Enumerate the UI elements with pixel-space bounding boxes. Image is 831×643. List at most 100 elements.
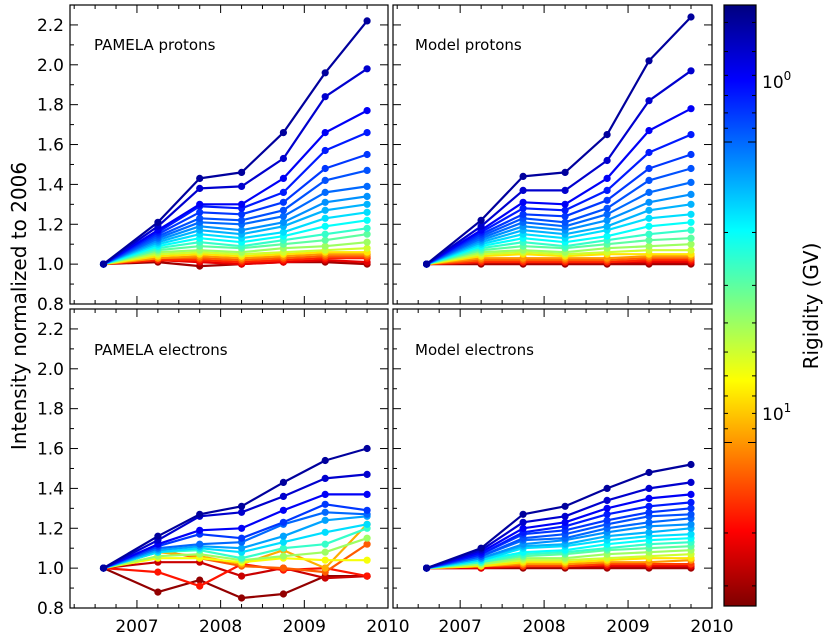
y-axis-label: Intensity normalized to 2006 (7, 162, 31, 450)
data-point (519, 186, 527, 194)
panel-frame (392, 4, 713, 305)
series (99, 17, 371, 268)
data-point (603, 216, 611, 224)
y-tick-label: 1.4 (37, 175, 64, 195)
panel-title: Model protons (415, 36, 522, 54)
data-point (321, 242, 329, 250)
tick-layer: 0.8 1.0 1.2 1.4 1.6 1.8 2.0 2.2 2007 2008 2009 2010 (37, 309, 410, 637)
data-point (687, 226, 695, 234)
data-point (321, 490, 329, 499)
y-tick-label: 1.2 (37, 519, 64, 539)
data-point (687, 478, 695, 487)
data-point (603, 131, 611, 139)
data-point (363, 208, 371, 216)
data-point (645, 502, 653, 510)
data-point (238, 572, 246, 580)
data-point (279, 492, 288, 501)
data-point (279, 478, 288, 487)
panel-title: PAMELA electrons (94, 341, 228, 359)
data-point (561, 200, 569, 208)
data-point (519, 210, 527, 218)
data-point (363, 244, 371, 252)
data-point (519, 518, 527, 526)
y-tick-label: 2.0 (37, 56, 64, 76)
data-point (645, 148, 653, 157)
data-point (279, 532, 288, 540)
data-point (687, 190, 695, 198)
series (99, 444, 371, 572)
data-point (561, 212, 569, 220)
data-point (154, 532, 162, 540)
data-point (603, 516, 611, 524)
data-point (645, 494, 653, 503)
data-point (687, 246, 695, 254)
data-point (238, 216, 246, 224)
data-point (645, 508, 653, 516)
data-point (645, 164, 653, 173)
data-point (196, 208, 204, 216)
y-tick-label: 1.2 (37, 215, 64, 235)
data-point (645, 57, 653, 65)
data-point (99, 564, 108, 572)
series-layer (423, 460, 695, 572)
data-point (279, 590, 288, 598)
data-point (519, 510, 527, 518)
data-point (519, 204, 527, 212)
data-point (687, 67, 695, 75)
data-point (603, 232, 611, 240)
data-point (603, 196, 611, 204)
data-point (321, 206, 329, 214)
data-point (154, 588, 162, 596)
data-point (321, 574, 329, 582)
data-point (196, 200, 204, 208)
x-tick-label: 2007 (115, 617, 158, 637)
data-point (645, 222, 653, 230)
data-point (645, 528, 653, 536)
data-point (687, 13, 695, 21)
data-point (687, 218, 695, 226)
data-point (321, 500, 329, 508)
data-point (363, 224, 371, 232)
data-point (603, 504, 611, 512)
data-point (196, 526, 204, 534)
data-point (238, 210, 246, 218)
data-point (196, 540, 204, 548)
data-point (321, 556, 329, 564)
data-point (238, 182, 246, 190)
y-tick-label: 0.8 (37, 295, 64, 315)
data-point (196, 184, 204, 192)
x-tick-label: 2009 (283, 617, 326, 637)
series-layer (99, 444, 371, 602)
data-point (321, 564, 329, 572)
data-point (561, 186, 569, 194)
colorbar-frame (723, 4, 757, 607)
data-point (645, 230, 653, 238)
data-point (321, 176, 329, 184)
data-point (363, 540, 371, 548)
data-point (363, 192, 371, 200)
data-point (279, 174, 288, 182)
data-point (363, 520, 371, 528)
data-point (687, 210, 695, 218)
data-point (645, 127, 653, 135)
data-point (196, 214, 204, 222)
data-point (363, 200, 371, 208)
y-tick-label: 2.2 (37, 16, 64, 36)
data-point (154, 568, 162, 576)
data-point (279, 129, 288, 137)
data-point (321, 69, 329, 77)
tick-layer (393, 5, 712, 305)
data-point (645, 484, 653, 493)
data-point (238, 502, 246, 510)
data-point (363, 106, 371, 115)
data-point (321, 214, 329, 222)
series-layer (99, 17, 371, 270)
data-point (363, 166, 371, 174)
data-point (603, 496, 611, 505)
data-point (687, 131, 695, 139)
series (423, 67, 695, 268)
data-point (477, 216, 485, 224)
data-point (519, 198, 527, 206)
data-point (238, 200, 246, 208)
data-point (238, 554, 246, 562)
